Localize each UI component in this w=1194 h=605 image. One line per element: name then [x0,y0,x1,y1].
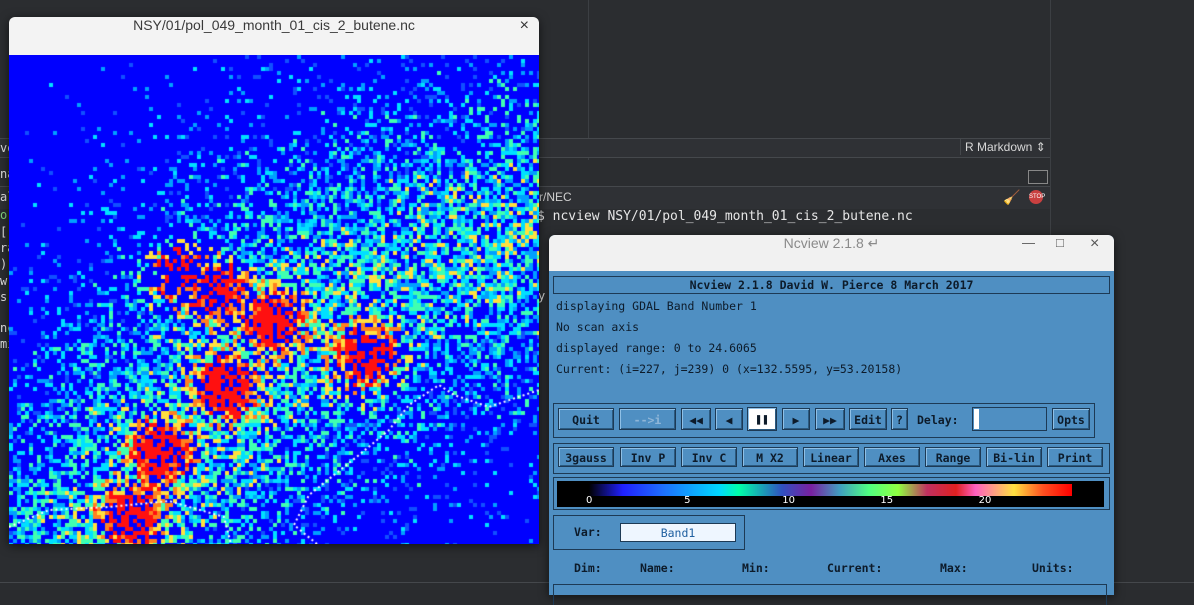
data-map-image[interactable] [9,55,539,544]
variable-button-band1[interactable]: Band1 [620,523,736,542]
pane-divider [588,0,589,160]
map-window-title: NSY/01/pol_049_month_01_cis_2_butene.nc [133,17,415,33]
rewind-icon[interactable]: ◀◀ [681,408,711,430]
max-header: Max: [940,561,968,575]
colorbar-tick-label: 5 [684,495,691,506]
map-window-close-button[interactable]: × [519,17,529,34]
option-button-inv-c[interactable]: Inv C [681,447,737,467]
option-button-range[interactable]: Range [925,447,981,467]
colorbar-tick-label: 0 [586,495,593,506]
help-button[interactable]: ? [891,408,908,430]
colorbar-tick-label: 10 [782,495,796,506]
option-button-linear[interactable]: Linear [803,447,859,467]
close-button[interactable]: × [1090,235,1100,252]
units-header: Units: [1032,561,1074,575]
console-fragment: w [0,274,8,288]
ncview-header: Ncview 2.1.8 David W. Pierce 8 March 201… [553,276,1110,294]
document-type-select[interactable]: R Markdown ⇕ [960,139,1053,155]
console-command: $ ncview NSY/01/pol_049_month_01_cis_2_b… [537,209,913,224]
forward-icon[interactable]: ▶ [782,408,810,430]
restart-button[interactable]: -->i [619,408,676,430]
fast-forward-icon[interactable]: ▶▶ [815,408,845,430]
info-line: displaying GDAL Band Number 1 [556,299,757,313]
console-fragment: y [538,289,546,303]
colorbar-tick-label: 20 [978,495,992,506]
option-button-m-x2[interactable]: M X2 [742,447,798,467]
name-header: Name: [640,561,675,575]
stop-icon[interactable]: STOP [1029,190,1045,204]
options-panel [553,443,1110,474]
slider-handle[interactable] [974,409,979,429]
info-line: displayed range: 0 to 24.6065 [556,341,757,355]
pause-icon[interactable]: ❚❚ [747,407,777,431]
colorbar-tick-label: 15 [880,495,894,506]
colorbar[interactable]: 0 5 10 15 20 [557,481,1104,507]
console-fragment: s [0,290,8,304]
pane-maximize-icon[interactable] [1028,170,1048,184]
console-fragment: ) [0,257,8,271]
min-header: Min: [742,561,770,575]
minimize-button[interactable]: — [1022,235,1035,250]
info-line: Current: (i=227, j=239) 0 (x=132.5595, y… [556,362,903,376]
var-label: Var: [574,525,602,539]
map-window: NSY/01/pol_049_month_01_cis_2_butene.nc … [9,17,539,544]
option-button-3gauss[interactable]: 3gauss [558,447,614,467]
ncview-window: Ncview 2.1.8 ↵ — □ × Ncview 2.1.8 David … [549,235,1114,605]
dim-table [553,584,1107,605]
edit-button[interactable]: Edit [849,408,887,430]
current-header: Current: [827,561,883,575]
option-button-inv-p[interactable]: Inv P [620,447,676,467]
colorbar-frame [553,477,1110,510]
option-button-bi-lin[interactable]: Bi-lin [986,447,1042,467]
ncview-window-title: Ncview 2.1.8 ↵ [549,235,1114,271]
maximize-button[interactable]: □ [1056,235,1064,250]
dim-header: Dim: [574,561,602,575]
variable-panel [553,515,745,550]
option-button-axes[interactable]: Axes [864,447,920,467]
back-icon[interactable]: ◀ [715,408,743,430]
quit-button[interactable]: Quit [558,408,614,430]
clear-console-icon[interactable]: 🧹 [1003,190,1021,206]
control-panel [553,403,1095,438]
info-line: No scan axis [556,320,640,334]
opts-button[interactable]: Opts [1052,408,1090,430]
delay-slider[interactable] [972,407,1047,431]
console-path: r/NEC [539,190,572,204]
delay-label: Delay: [917,413,959,427]
console-fragment: [ [0,225,8,239]
colorbar-gradient [589,484,1072,496]
option-button-print[interactable]: Print [1047,447,1103,467]
